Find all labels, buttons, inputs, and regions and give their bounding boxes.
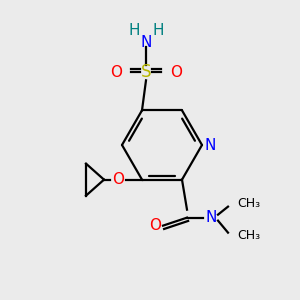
Text: N: N — [205, 210, 217, 225]
Text: O: O — [110, 65, 122, 80]
Text: H: H — [128, 23, 140, 38]
Text: N: N — [140, 35, 152, 50]
Text: N: N — [204, 137, 216, 152]
Text: S: S — [141, 63, 151, 81]
Text: O: O — [112, 172, 124, 187]
Text: CH₃: CH₃ — [237, 197, 260, 210]
Text: O: O — [149, 218, 161, 233]
Text: CH₃: CH₃ — [237, 229, 260, 242]
Text: O: O — [170, 65, 182, 80]
Text: H: H — [152, 23, 164, 38]
